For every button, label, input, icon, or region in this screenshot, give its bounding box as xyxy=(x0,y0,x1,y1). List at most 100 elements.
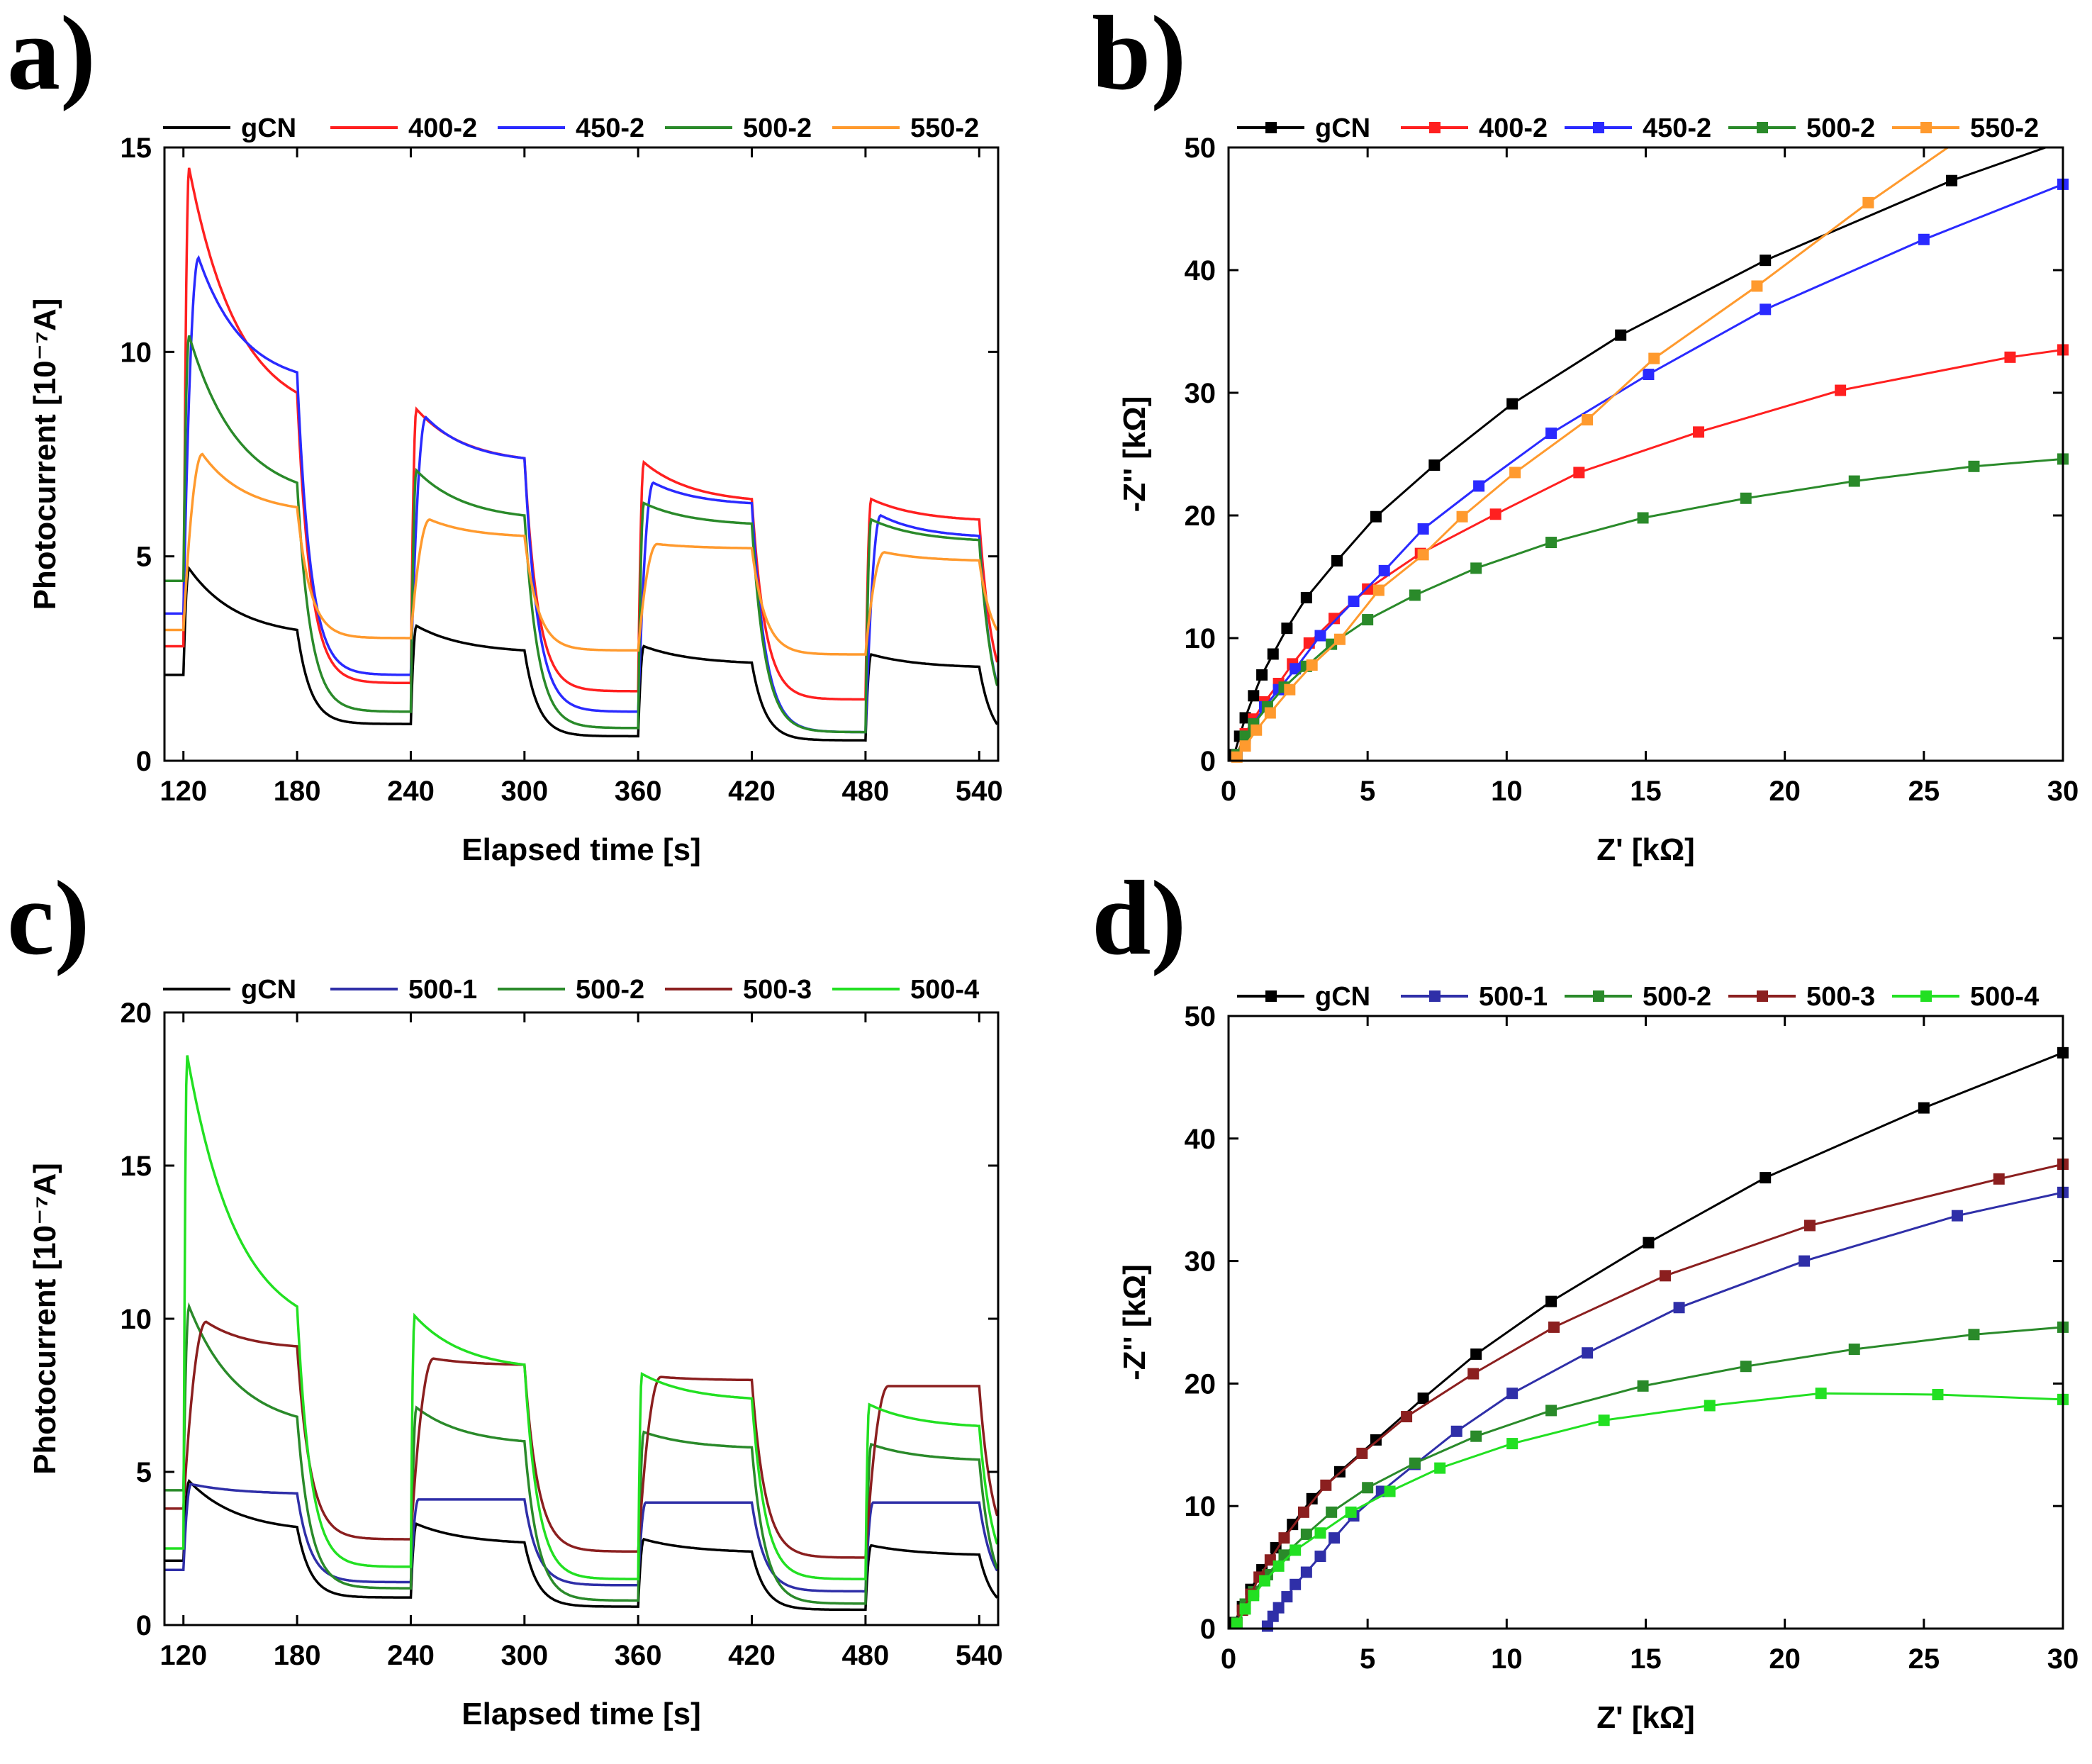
data-point-gcn xyxy=(1506,398,1518,410)
legend-marker xyxy=(1265,122,1277,133)
data-point-gcn xyxy=(1545,1295,1557,1307)
y-tick-label: 50 xyxy=(1185,1001,1216,1032)
data-point-500-2 xyxy=(1545,537,1557,549)
data-point-500-2 xyxy=(1362,1482,1374,1494)
x-tick-label: 240 xyxy=(387,1640,435,1671)
data-point-gcn xyxy=(1428,459,1441,471)
series-line-550-2 xyxy=(164,452,998,656)
x-tick-label: 540 xyxy=(956,1640,1003,1671)
data-point-550-2 xyxy=(1372,584,1385,596)
data-point-500-1 xyxy=(1329,1532,1341,1544)
y-tick-label: 0 xyxy=(1200,746,1216,777)
data-point-500-3 xyxy=(1278,1532,1290,1544)
y-tick-label: 50 xyxy=(1185,133,1216,164)
series-line-500-3 xyxy=(1236,1163,2063,1624)
plot-frame xyxy=(1227,146,2064,762)
data-point-500-4 xyxy=(1259,1575,1271,1587)
series-line-450-2 xyxy=(164,255,998,734)
x-tick-label: 20 xyxy=(1769,1643,1801,1675)
x-tick-label: 0 xyxy=(1221,776,1236,807)
series-line-gcn xyxy=(1233,147,2049,755)
data-point-500-3 xyxy=(1297,1506,1309,1518)
data-point-500-4 xyxy=(1932,1388,1944,1400)
series-line-500-2 xyxy=(1236,457,2063,755)
series-line-gcn xyxy=(164,566,998,742)
y-tick-label: 40 xyxy=(1185,255,1216,286)
data-point-550-2 xyxy=(1456,510,1468,523)
legend-label: 500-2 xyxy=(743,113,812,143)
legend-label: 400-2 xyxy=(408,113,477,143)
x-axis-label: Z' [kΩ] xyxy=(1596,832,1695,867)
panel-letter: a) xyxy=(7,0,96,112)
y-tick-label: 20 xyxy=(1185,1368,1216,1400)
data-point-550-2 xyxy=(1333,633,1346,645)
data-point-500-3 xyxy=(1356,1447,1368,1459)
series-line-550-2 xyxy=(1236,147,1950,758)
x-tick-label: 0 xyxy=(1221,1643,1236,1675)
data-point-450-2 xyxy=(1378,564,1390,576)
y-tick-label: 10 xyxy=(1185,1491,1216,1522)
data-point-500-1 xyxy=(1267,1610,1279,1622)
data-point-500-4 xyxy=(1434,1462,1446,1474)
x-tick-label: 15 xyxy=(1630,1643,1662,1675)
legend-label: gCN xyxy=(241,975,296,1005)
y-tick-label: 10 xyxy=(1185,623,1216,654)
y-axis-label: -Z'' [kΩ] xyxy=(1117,396,1152,513)
x-axis-label: Elapsed time [s] xyxy=(462,1697,700,1731)
legend-label: 500-3 xyxy=(1806,982,1875,1012)
data-point-450-2 xyxy=(1417,523,1429,535)
legend-marker xyxy=(1757,990,1768,1002)
data-point-450-2 xyxy=(1348,596,1360,608)
data-point-500-4 xyxy=(1598,1414,1610,1427)
data-point-550-2 xyxy=(1582,414,1594,426)
y-axis-label: Photocurrent [10⁻⁷A] xyxy=(28,1163,62,1475)
legend-label: 450-2 xyxy=(1643,113,1711,143)
data-point-500-4 xyxy=(1815,1388,1827,1400)
legend-label: 500-4 xyxy=(1970,982,2039,1012)
data-point-gcn xyxy=(1256,669,1268,681)
x-tick-label: 360 xyxy=(615,776,662,807)
x-tick-label: 420 xyxy=(728,776,776,807)
series-line-500-4 xyxy=(1236,1392,2063,1624)
y-tick-label: 0 xyxy=(136,746,152,777)
data-point-500-2 xyxy=(1848,475,1860,487)
data-point-500-2 xyxy=(1300,1528,1312,1540)
data-point-450-2 xyxy=(1643,369,1655,381)
x-tick-label: 360 xyxy=(615,1640,662,1671)
x-tick-label: 120 xyxy=(160,776,207,807)
data-point-500-1 xyxy=(1314,1551,1326,1563)
plot-frame xyxy=(163,146,1000,762)
data-point-500-4 xyxy=(1384,1485,1396,1497)
data-point-500-3 xyxy=(1803,1219,1816,1232)
series-line-450-2 xyxy=(1236,183,2063,755)
legend-label: 500-1 xyxy=(408,975,477,1005)
data-point-500-1 xyxy=(1290,1578,1302,1590)
series-line-400-2 xyxy=(164,167,998,701)
data-point-400-2 xyxy=(2004,351,2016,363)
x-tick-label: 30 xyxy=(2047,1643,2079,1675)
data-point-500-1 xyxy=(1582,1347,1594,1359)
data-point-500-2 xyxy=(1637,512,1649,524)
data-point-500-2 xyxy=(1637,1380,1649,1392)
y-axis-label: Photocurrent [10⁻⁷A] xyxy=(28,298,62,610)
y-tick-label: 20 xyxy=(121,998,152,1029)
legend-marker xyxy=(1265,990,1277,1002)
series-line-500-2 xyxy=(164,335,998,734)
data-point-500-3 xyxy=(1320,1479,1332,1491)
legend-marker xyxy=(1920,122,1932,133)
x-tick-label: 15 xyxy=(1630,776,1662,807)
data-point-450-2 xyxy=(1545,428,1557,440)
data-point-450-2 xyxy=(1473,480,1485,492)
data-point-500-2 xyxy=(1362,614,1374,626)
x-tick-label: 300 xyxy=(500,776,548,807)
data-point-gcn xyxy=(1281,623,1293,635)
data-point-550-2 xyxy=(1751,280,1763,292)
data-point-500-1 xyxy=(1272,1602,1285,1614)
data-point-gcn xyxy=(1267,648,1279,660)
legend-label: 500-2 xyxy=(1806,113,1875,143)
plot-frame xyxy=(163,1011,1000,1626)
x-tick-label: 120 xyxy=(160,1640,207,1671)
data-point-500-1 xyxy=(1300,1566,1312,1578)
data-point-gcn xyxy=(1470,1348,1482,1360)
x-tick-label: 480 xyxy=(842,1640,890,1671)
